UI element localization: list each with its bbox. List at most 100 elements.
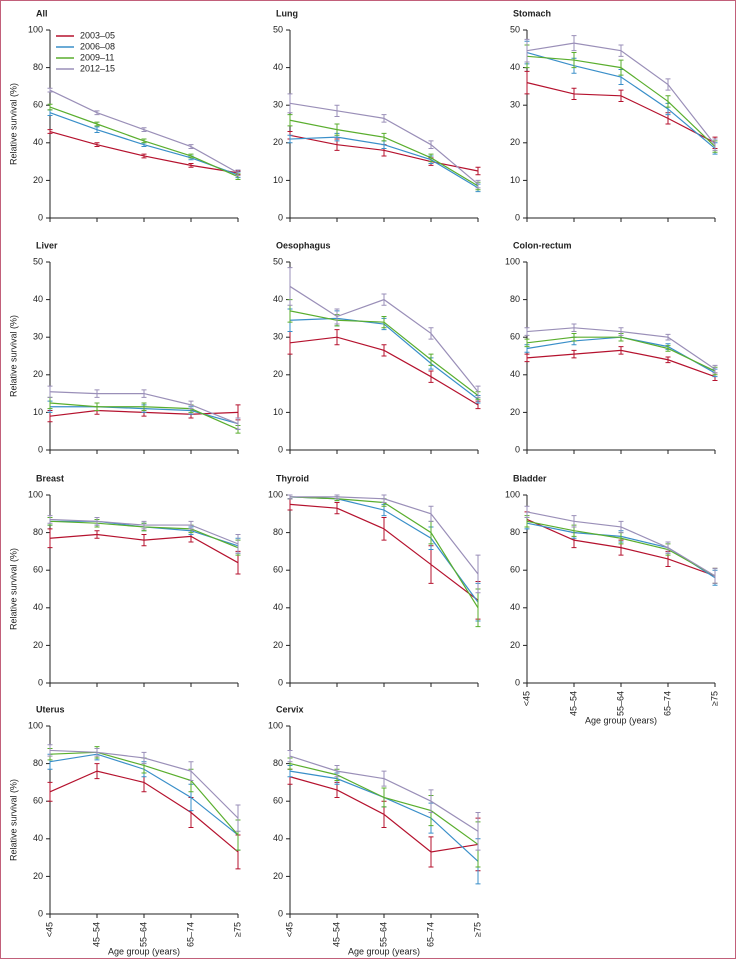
error-bar — [428, 789, 434, 813]
error-bar — [141, 751, 147, 765]
y-tick-label: 0 — [515, 212, 520, 222]
y-tick-label: 0 — [515, 444, 520, 454]
legend-label: 2009–11 — [80, 52, 114, 62]
y-axis-label: Relative survival (%) — [8, 315, 18, 397]
error-bar — [428, 353, 434, 366]
error-bar — [47, 528, 53, 549]
panel-title: Cervix — [276, 704, 304, 714]
legend-label: 2012–15 — [80, 63, 115, 73]
error-bar — [235, 804, 241, 832]
y-tick-label: 40 — [273, 294, 283, 304]
y-tick-label: 60 — [33, 796, 43, 806]
y-tick-label: 100 — [28, 489, 43, 499]
error-bar — [712, 567, 718, 584]
error-bar — [618, 520, 624, 534]
y-tick-label: 50 — [273, 256, 283, 266]
y-tick-label: 100 — [268, 720, 283, 730]
y-tick-label: 60 — [33, 565, 43, 575]
error-bar — [287, 267, 293, 306]
error-bar — [665, 356, 671, 364]
legend-label: 2006–08 — [80, 41, 115, 51]
error-bar — [428, 153, 434, 163]
error-bar — [665, 78, 671, 91]
y-tick-label: 0 — [38, 677, 43, 687]
x-tick-label: <45 — [521, 691, 531, 706]
panel-title: Stomach — [513, 8, 551, 18]
x-tick-label: ≥75 — [232, 922, 242, 937]
error-bar — [47, 781, 53, 802]
y-tick-label: 80 — [33, 527, 43, 537]
y-tick-label: 60 — [273, 565, 283, 575]
y-tick-label: 60 — [510, 332, 520, 342]
x-tick-label: ≥75 — [472, 922, 482, 937]
x-axis-label: Age group (years) — [108, 946, 180, 956]
error-bar — [381, 787, 387, 808]
panel-title: Bladder — [513, 473, 547, 483]
y-tick-label: 20 — [33, 369, 43, 379]
y-tick-label: 40 — [33, 137, 43, 147]
error-bar — [188, 162, 194, 168]
y-tick-label: 100 — [28, 24, 43, 34]
error-bar — [381, 114, 387, 123]
error-bar — [428, 327, 434, 340]
y-tick-label: 100 — [505, 256, 520, 266]
error-bar — [94, 142, 100, 148]
x-tick-label: 65–74 — [662, 691, 672, 716]
error-bar — [188, 144, 194, 149]
error-bar — [571, 349, 577, 359]
error-bar — [381, 293, 387, 306]
x-tick-label: 55–64 — [138, 922, 148, 947]
error-bar — [428, 836, 434, 868]
error-bar — [94, 763, 100, 780]
error-bar — [571, 87, 577, 101]
error-bar — [428, 140, 434, 149]
y-tick-label: 0 — [278, 677, 283, 687]
error-bar — [334, 329, 340, 346]
error-bar — [475, 385, 481, 398]
error-bar — [141, 402, 147, 412]
y-tick-label: 100 — [28, 720, 43, 730]
y-tick-label: 0 — [38, 444, 43, 454]
error-bar — [618, 59, 624, 76]
error-bar — [188, 400, 194, 410]
y-tick-label: 80 — [33, 758, 43, 768]
y-tick-label: 40 — [510, 602, 520, 612]
y-tick-label: 100 — [268, 489, 283, 499]
y-tick-label: 40 — [33, 602, 43, 612]
error-bar — [475, 179, 481, 189]
panel-title: Colon-rectum — [513, 240, 572, 250]
error-bar — [475, 554, 481, 594]
error-bar — [141, 533, 147, 547]
error-bar — [141, 127, 147, 133]
y-tick-label: 20 — [273, 871, 283, 881]
y-tick-label: 60 — [510, 565, 520, 575]
error-bar — [712, 138, 718, 151]
y-tick-label: 20 — [510, 137, 520, 147]
y-tick-label: 40 — [273, 62, 283, 72]
error-bar — [141, 389, 147, 398]
error-bar — [334, 104, 340, 117]
error-bar — [141, 520, 147, 530]
error-bar — [188, 153, 194, 159]
y-tick-label: 50 — [33, 256, 43, 266]
error-bar — [334, 764, 340, 778]
y-tick-label: 0 — [278, 212, 283, 222]
error-bar — [235, 169, 241, 177]
x-axis-label: Age group (years) — [348, 946, 420, 956]
y-tick-label: 20 — [273, 137, 283, 147]
error-bar — [524, 505, 530, 519]
error-bar — [381, 494, 387, 504]
error-bar — [381, 132, 387, 142]
error-bar — [47, 385, 53, 398]
error-bar — [287, 749, 293, 763]
error-bar — [381, 770, 387, 787]
error-bar — [712, 364, 718, 374]
error-bar — [94, 517, 100, 526]
error-bar — [287, 494, 293, 500]
y-axis-label: Relative survival (%) — [8, 548, 18, 630]
y-tick-label: 20 — [510, 407, 520, 417]
y-tick-label: 0 — [515, 677, 520, 687]
y-tick-label: 80 — [510, 294, 520, 304]
x-axis-label: Age group (years) — [585, 715, 657, 725]
